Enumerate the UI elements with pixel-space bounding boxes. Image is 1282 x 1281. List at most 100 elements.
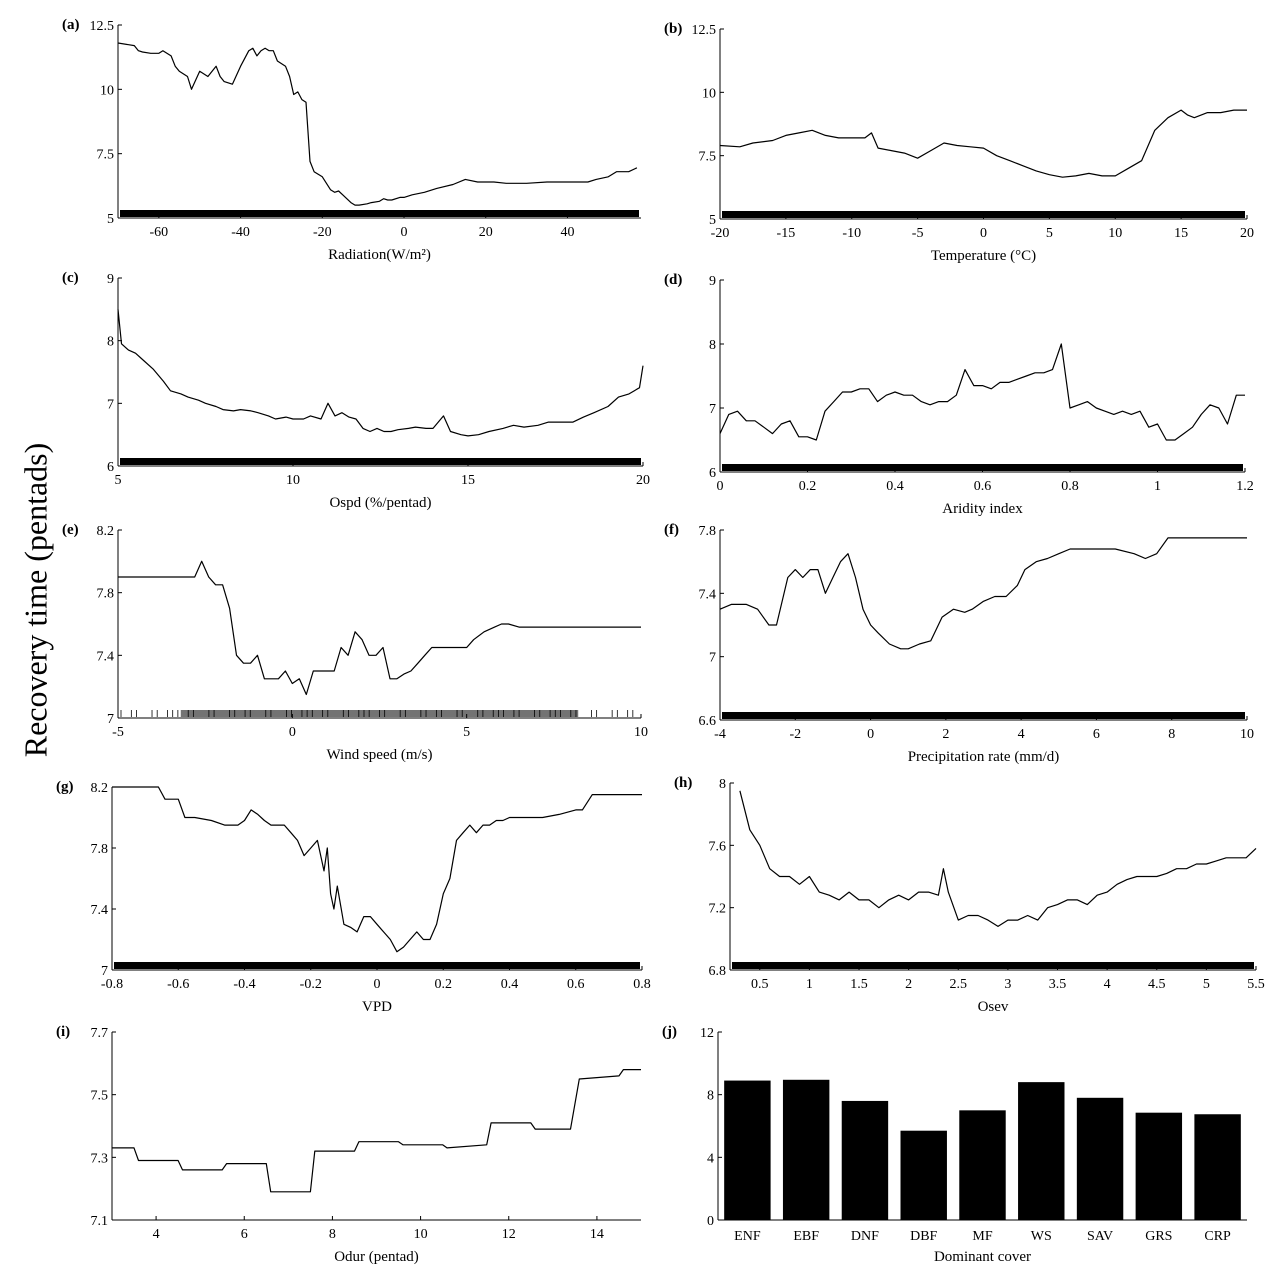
y-tick-label: 7 xyxy=(107,712,114,727)
y-tick-label: 6.6 xyxy=(699,714,717,729)
y-tick-label: 7.1 xyxy=(91,1214,109,1229)
y-tick-label: 12.5 xyxy=(692,23,717,38)
y-tick-label: 7 xyxy=(709,402,716,417)
y-tick-label: 12.5 xyxy=(90,19,115,34)
x-tick-label: 0 xyxy=(980,226,987,241)
y-tick-label: 7.3 xyxy=(91,1151,109,1166)
x-tick-label: 6 xyxy=(1093,727,1100,742)
x-tick-label: SAV xyxy=(1087,1229,1113,1244)
x-tick-label: 3 xyxy=(1004,977,1011,992)
x-tick-label: 0.6 xyxy=(567,977,585,992)
x-tick-label: 1.5 xyxy=(850,977,868,992)
y-tick-label: 10 xyxy=(702,86,716,101)
panel-vpd: 7 7.4 7.8 8.2 -0.8 -0.6 -0.4 -0.2 0 0.2 0.4 0.6 0.8 (… xyxy=(56,779,651,1015)
x-axis-label: Wind speed (m/s) xyxy=(326,747,432,763)
x-tick-label: 0.5 xyxy=(751,977,769,992)
bar-dbf xyxy=(900,1130,947,1220)
x-tick-label: 0 xyxy=(374,977,381,992)
rug-marks xyxy=(120,458,641,465)
y-tick-label: 8 xyxy=(719,777,726,792)
x-tick-label: 10 xyxy=(1240,727,1254,742)
panel-label: (e) xyxy=(62,522,79,538)
x-tick-label: -40 xyxy=(231,225,250,240)
x-tick-label: 1 xyxy=(1154,479,1161,494)
x-tick-label: 0 xyxy=(289,725,296,740)
y-tick-label: 6.8 xyxy=(709,964,727,979)
x-tick-label: -0.4 xyxy=(233,977,255,992)
panel-label: (b) xyxy=(664,21,682,37)
y-tick-label: 8.2 xyxy=(91,781,109,796)
y-tick-label: 7 xyxy=(107,397,114,412)
x-tick-label: DNF xyxy=(851,1229,879,1244)
series-line xyxy=(719,109,1247,178)
bar-mf xyxy=(959,1110,1006,1220)
y-tick-label: 7 xyxy=(709,651,716,666)
rug-marks xyxy=(114,962,640,969)
x-tick-label: 10 xyxy=(1108,226,1122,241)
y-tick-label: 0 xyxy=(707,1214,714,1229)
series-line xyxy=(719,537,1247,650)
x-tick-label: 0 xyxy=(717,479,724,494)
panel-label: (h) xyxy=(674,775,692,791)
x-axis-label: Dominant cover xyxy=(934,1249,1031,1265)
x-tick-label: 5 xyxy=(463,725,470,740)
x-tick-label: 5.5 xyxy=(1247,977,1265,992)
y-tick-label: 7.2 xyxy=(709,902,727,917)
x-axis-label: VPD xyxy=(362,999,392,1015)
x-tick-label: -5 xyxy=(112,725,124,740)
panel-temperature: 5 7.5 10 12.5 -20 -15 -10 -5 0 5 10 15 20 (b) Temperat… xyxy=(664,21,1254,264)
x-tick-label: -15 xyxy=(777,226,796,241)
panel-aridity: 6 7 8 9 0 0.2 0.4 0.6 0.8 1 1.2 (d) Aridity index xyxy=(664,272,1254,517)
y-tick-label: 7.4 xyxy=(699,587,717,602)
x-tick-label: 5 xyxy=(1046,226,1053,241)
x-tick-label: 12 xyxy=(502,1227,516,1242)
x-tick-label: 5 xyxy=(115,473,122,488)
x-axis-label: Precipitation rate (mm/d) xyxy=(908,749,1060,765)
panel-osev: 6.8 7.2 7.6 8 0.5 1 1.5 2 2.5 3 3.5 4 4.5 5 5.5 (h) Osev xyxy=(674,775,1265,1015)
y-tick-label: 7.4 xyxy=(91,903,109,918)
y-tick-label: 7.8 xyxy=(91,842,109,857)
y-tick-label: 4 xyxy=(707,1151,714,1166)
series-line xyxy=(719,343,1245,441)
panel-odur: 7.1 7.3 7.5 7.7 4 6 8 10 12 14 (i) Odur (pentad) xyxy=(56,1024,641,1265)
y-tick-label: 12 xyxy=(700,1026,714,1041)
y-tick-label: 7.5 xyxy=(699,150,717,165)
panel-wind-speed: 7 7.4 7.8 8.2 -5 0 5 10 (e) Wind speed (m/s) xyxy=(62,522,648,763)
y-tick-label: 8 xyxy=(707,1089,714,1104)
x-tick-label: 15 xyxy=(461,473,475,488)
panel-radiation: 5 7.5 10 12.5 -60 -40 -20 0 20 40 (a) Radiation(W/m… xyxy=(62,17,641,263)
x-tick-label: 10 xyxy=(634,725,648,740)
series-line xyxy=(112,786,642,953)
y-tick-label: 6 xyxy=(709,466,716,481)
x-tick-label: 5 xyxy=(1203,977,1210,992)
y-tick-label: 9 xyxy=(709,274,716,289)
panel-label: (i) xyxy=(56,1024,70,1040)
x-tick-label: 20 xyxy=(479,225,493,240)
series-line xyxy=(117,309,644,437)
y-tick-label: 5 xyxy=(107,212,114,227)
y-tick-label: 7.8 xyxy=(97,587,115,602)
x-tick-label: -0.2 xyxy=(300,977,322,992)
x-tick-label: -10 xyxy=(842,226,861,241)
x-tick-label: 0.2 xyxy=(799,479,817,494)
x-tick-label: 20 xyxy=(1240,226,1254,241)
x-tick-label: -0.8 xyxy=(101,977,123,992)
y-tick-label: 10 xyxy=(100,83,114,98)
y-tick-label: 7.4 xyxy=(97,649,115,664)
bar-crp xyxy=(1194,1114,1241,1220)
x-tick-label: 20 xyxy=(636,473,650,488)
x-axis-label: Temperature (°C) xyxy=(931,248,1036,264)
x-axis-label: Odur (pentad) xyxy=(334,1249,419,1265)
x-tick-label: 0 xyxy=(401,225,408,240)
x-tick-label: -4 xyxy=(714,727,726,742)
y-tick-label: 8.2 xyxy=(97,524,115,539)
series-line xyxy=(117,42,638,206)
bar-dnf xyxy=(841,1100,889,1220)
x-tick-label: 40 xyxy=(560,225,574,240)
x-axis-label: Radiation(W/m²) xyxy=(328,247,431,263)
x-tick-label: ENF xyxy=(734,1229,761,1244)
x-axis-label: Aridity index xyxy=(942,501,1023,517)
x-tick-label: EBF xyxy=(793,1229,819,1244)
x-tick-label: -20 xyxy=(313,225,332,240)
